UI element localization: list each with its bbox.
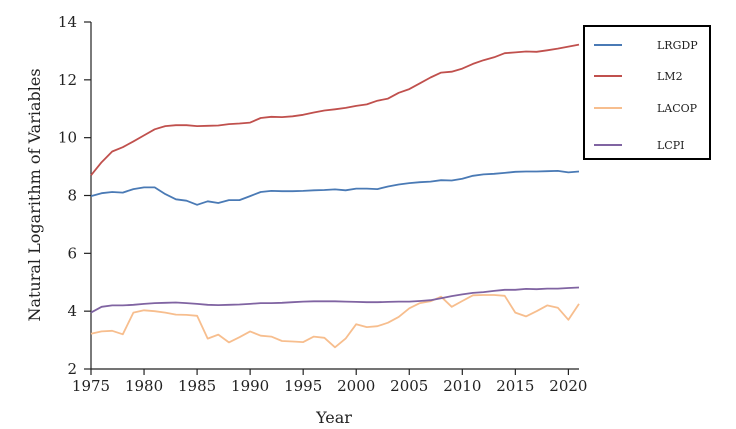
- legend-box: [583, 25, 711, 160]
- x-tick-label: 2015: [496, 377, 534, 395]
- y-tick-label: 4: [67, 302, 77, 320]
- legend-label-lrgdp: LRGDP: [657, 39, 698, 52]
- legend-label-lacop: LACOP: [657, 102, 698, 115]
- series-line-lcpi: [90, 286, 580, 314]
- x-tick-label: 1990: [231, 377, 269, 395]
- x-tick-label: 1980: [125, 377, 163, 395]
- y-tick-label: 6: [67, 244, 77, 262]
- series-layer: [90, 43, 580, 349]
- y-tick-label: 8: [67, 187, 77, 205]
- y-tick-label: 10: [58, 129, 77, 147]
- x-tick-label: 2005: [390, 377, 428, 395]
- chart-legend: LRGDP LM2 LACOP LCPI: [583, 25, 711, 160]
- x-tick-label: 2000: [337, 377, 375, 395]
- y-tick-label: 12: [58, 71, 77, 89]
- y-axis-title: Natural Logarithm of Variables: [25, 68, 44, 321]
- x-tick-label: 2020: [549, 377, 587, 395]
- x-tick-label: 1995: [284, 377, 322, 395]
- x-tick-label: 2010: [443, 377, 481, 395]
- x-tick-label: 1985: [178, 377, 216, 395]
- chart-axes: 2 4 6 8 10 12 14 1975 1980 1985 1990 1995 2000 2005 20…: [58, 13, 588, 395]
- series-line-lrgdp: [90, 169, 580, 206]
- y-tick-label: 2: [67, 360, 77, 378]
- legend-label-lcpi: LCPI: [657, 139, 684, 152]
- x-axis-title: Year: [315, 408, 352, 427]
- series-line-lacop: [90, 294, 580, 349]
- legend-label-lm2: LM2: [657, 70, 683, 83]
- series-line-lm2: [90, 43, 580, 176]
- x-tick-label: 1975: [72, 377, 110, 395]
- y-tick-label: 14: [58, 13, 77, 31]
